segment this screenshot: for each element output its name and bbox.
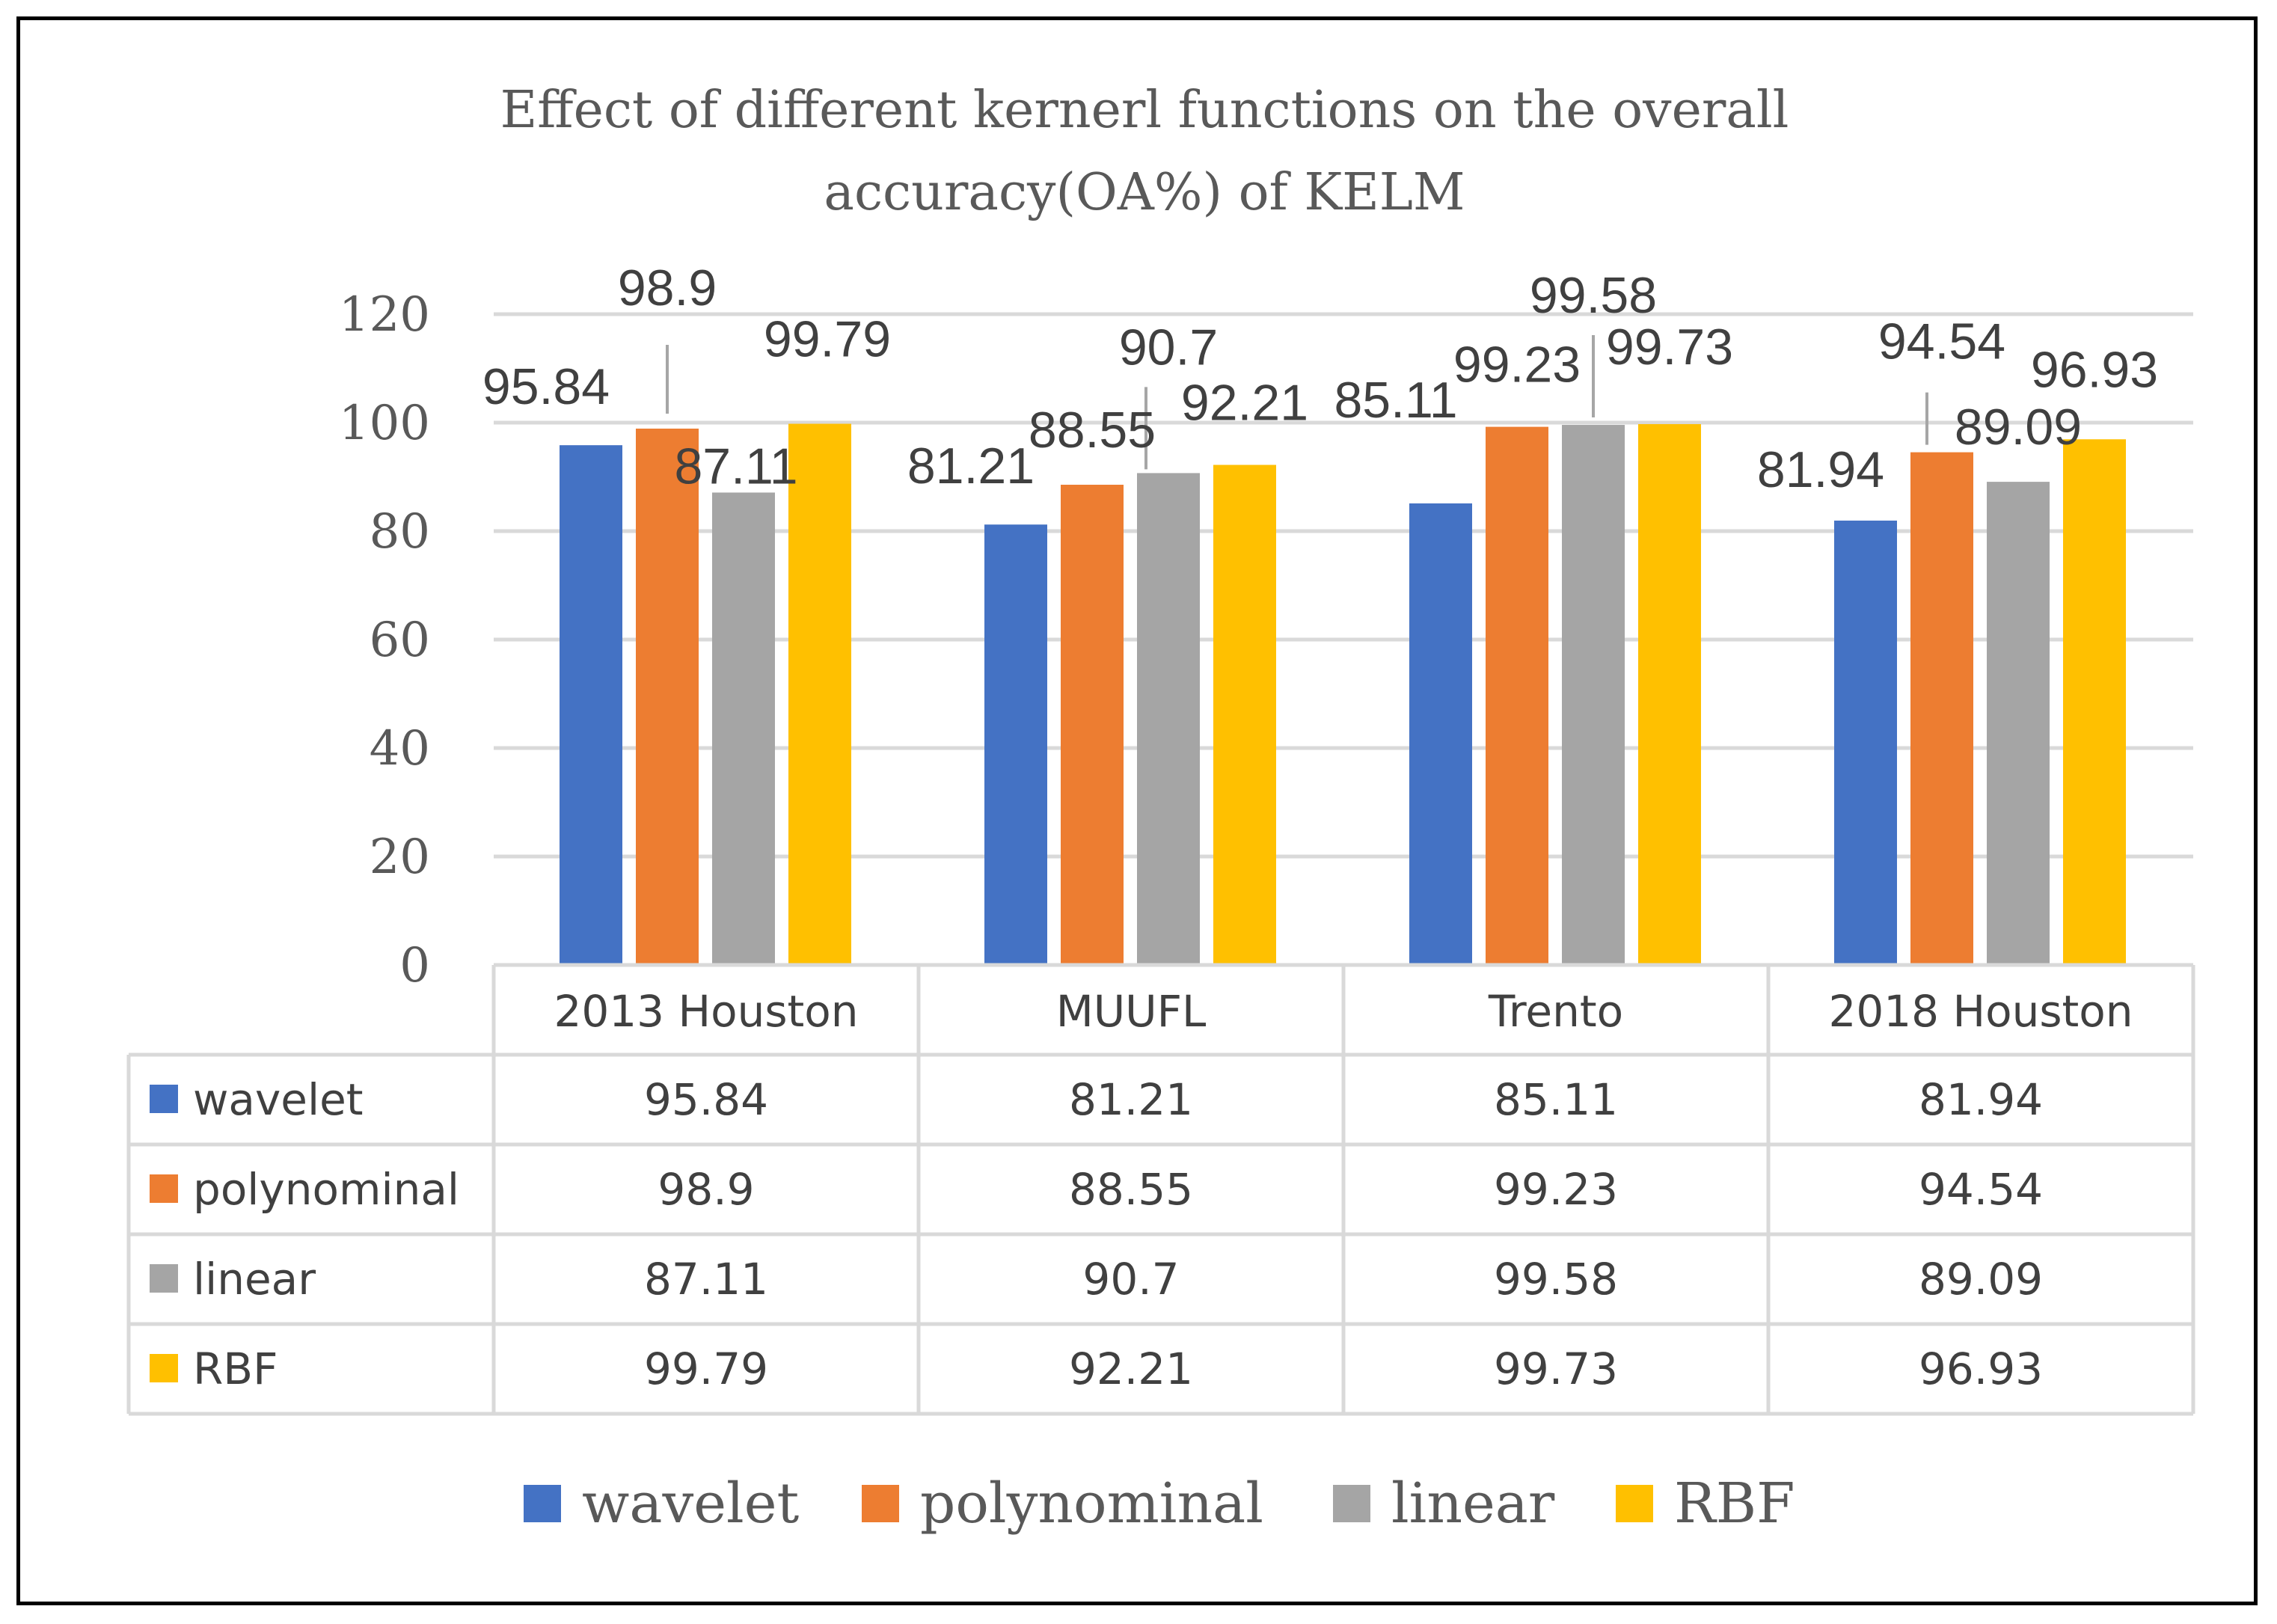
y-axis-ticks: 0 20 40 60 80 100 120 <box>339 287 430 993</box>
data-table: 2013 Houston MUUFL Trento 2018 Houston wavel… <box>126 965 2195 1416</box>
data-label-RBF-2: 99.73 <box>1606 319 1733 376</box>
data-label-polynominal-3: 94.54 <box>1878 313 2005 370</box>
data-label-polynominal-2: 99.23 <box>1453 337 1581 393</box>
bar-RBF-0 <box>788 423 851 965</box>
table-cell-polynominal-1: 88.55 <box>1069 1164 1193 1215</box>
bar-RBF-3 <box>2063 439 2126 965</box>
table-cell-polynominal-3: 94.54 <box>1919 1164 2043 1215</box>
table-key-linear <box>150 1264 178 1293</box>
table-cell-RBF-3: 96.93 <box>1919 1343 2043 1394</box>
legend-label-RBF: RBF <box>1674 1471 1795 1536</box>
chart-title-line-2: accuracy(OA%) of KELM <box>824 163 1465 222</box>
data-label-wavelet-3: 81.94 <box>1757 441 1884 498</box>
bar-linear-2 <box>1562 425 1625 965</box>
table-header-2: Trento <box>1488 986 1623 1037</box>
bar-polynominal-2 <box>1486 426 1548 965</box>
data-label-linear-1: 90.7 <box>1119 319 1218 376</box>
legend-swatch-linear <box>1333 1485 1370 1522</box>
bars <box>494 423 2193 967</box>
bar-wavelet-3 <box>1834 520 1897 965</box>
y-tick-100: 100 <box>339 396 430 451</box>
bar-linear-0 <box>712 492 775 965</box>
table-cell-linear-1: 90.7 <box>1082 1254 1179 1305</box>
table-cell-RBF-0: 99.79 <box>644 1343 768 1394</box>
bar-RBF-2 <box>1638 423 1701 965</box>
bar-wavelet-1 <box>984 524 1047 965</box>
bar-polynominal-1 <box>1061 485 1124 965</box>
y-tick-80: 80 <box>370 504 430 560</box>
legend: wavelet polynominal linear RBF <box>524 1471 1795 1536</box>
table-cell-wavelet-1: 81.21 <box>1069 1074 1193 1125</box>
table-key-wavelet <box>150 1085 178 1113</box>
table-header-1: MUUFL <box>1056 986 1207 1037</box>
data-label-linear-0: 87.11 <box>674 438 797 494</box>
data-label-wavelet-1: 81.21 <box>907 438 1035 494</box>
data-label-RBF-3: 96.93 <box>2031 341 2158 398</box>
gridlines <box>494 312 2193 859</box>
bar-polynominal-3 <box>1910 452 1973 965</box>
table-cell-wavelet-3: 81.94 <box>1919 1074 2043 1125</box>
table-header-3: 2018 Houston <box>1828 986 2133 1037</box>
table-header-0: 2013 Houston <box>554 986 858 1037</box>
table-series-name-polynominal: polynominal <box>193 1164 459 1215</box>
bar-polynominal-0 <box>636 428 699 965</box>
bar-linear-1 <box>1137 473 1200 965</box>
data-label-RBF-0: 99.79 <box>764 311 891 368</box>
y-tick-20: 20 <box>370 830 430 885</box>
y-tick-60: 60 <box>370 613 430 668</box>
table-cell-linear-3: 89.09 <box>1919 1254 2043 1305</box>
table-key-polynominal <box>150 1174 178 1203</box>
legend-label-wavelet: wavelet <box>582 1471 800 1536</box>
bar-wavelet-0 <box>560 445 622 965</box>
bar-wavelet-2 <box>1409 503 1472 965</box>
legend-swatch-RBF <box>1616 1485 1653 1522</box>
label-leader-lines <box>666 335 1928 470</box>
table-cell-RBF-2: 99.73 <box>1494 1343 1618 1394</box>
table-cell-polynominal-2: 99.23 <box>1494 1164 1618 1215</box>
legend-swatch-polynominal <box>862 1485 899 1522</box>
table-series-name-wavelet: wavelet <box>193 1074 364 1125</box>
table-cell-polynominal-0: 98.9 <box>658 1164 754 1215</box>
table-series-name-linear: linear <box>193 1254 316 1305</box>
chart-title: Effect of different kernerl functions on… <box>500 81 1789 222</box>
table-cell-linear-0: 87.11 <box>644 1254 768 1305</box>
data-label-RBF-1: 92.21 <box>1181 374 1308 431</box>
chart-title-line-1: Effect of different kernerl functions on… <box>500 81 1789 140</box>
y-tick-40: 40 <box>370 721 430 776</box>
data-label-linear-2: 99.58 <box>1530 267 1657 324</box>
bar-RBF-1 <box>1213 465 1276 965</box>
y-tick-0: 0 <box>399 938 430 993</box>
legend-label-linear: linear <box>1391 1471 1555 1536</box>
table-cell-wavelet-0: 95.84 <box>644 1074 768 1125</box>
bar-linear-3 <box>1987 482 2050 965</box>
legend-swatch-wavelet <box>524 1485 561 1522</box>
y-tick-120: 120 <box>339 287 430 343</box>
table-cell-linear-2: 99.58 <box>1494 1254 1618 1305</box>
table-cell-RBF-1: 92.21 <box>1069 1343 1193 1394</box>
data-label-polynominal-1: 88.55 <box>1029 402 1156 459</box>
data-label-wavelet-2: 85.11 <box>1334 372 1457 429</box>
table-key-RBF <box>150 1354 178 1382</box>
table-series-name-RBF: RBF <box>193 1343 278 1394</box>
data-label-wavelet-0: 95.84 <box>482 358 610 415</box>
legend-label-polynominal: polynominal <box>920 1471 1263 1536</box>
table-cell-wavelet-2: 85.11 <box>1494 1074 1618 1125</box>
data-label-linear-3: 89.09 <box>1955 399 2082 456</box>
data-label-polynominal-0: 98.9 <box>618 260 717 316</box>
